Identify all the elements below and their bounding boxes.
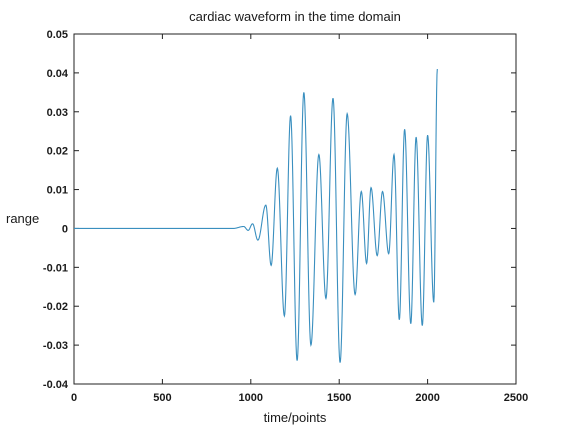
- y-tick-label: 0: [62, 223, 68, 235]
- x-axis-title: time/points: [264, 410, 327, 425]
- x-tick-label: 1000: [239, 392, 263, 404]
- x-tick-label: 500: [153, 392, 171, 404]
- x-tick-label: 1500: [327, 392, 351, 404]
- y-tick-label: 0.04: [47, 68, 69, 80]
- y-tick-label: -0.04: [43, 379, 69, 391]
- y-tick-label: -0.02: [43, 301, 68, 313]
- x-axis-ticks: 0 500 1000 1500 2000 2500: [71, 34, 528, 404]
- x-tick-label: 2500: [504, 392, 528, 404]
- y-tick-label: 0.01: [47, 185, 68, 197]
- y-tick-label: 0.03: [47, 107, 68, 119]
- y-axis-title: range: [6, 211, 39, 226]
- y-axis-ticks: -0.04 -0.03 -0.02 -0.01 0 0.01 0.02 0.03 0.04 0.0…: [43, 29, 516, 391]
- series-line-cardiac-waveform: [74, 68, 438, 363]
- x-tick-label: 2000: [415, 392, 439, 404]
- y-tick-label: -0.01: [43, 262, 68, 274]
- plot-frame: [73, 33, 517, 385]
- x-tick-label: 0: [71, 392, 77, 404]
- y-tick-label: 0.02: [47, 146, 68, 158]
- chart-title: cardiac waveform in the time domain: [189, 9, 401, 24]
- y-tick-label: 0.05: [47, 29, 68, 41]
- y-tick-label: -0.03: [43, 340, 68, 352]
